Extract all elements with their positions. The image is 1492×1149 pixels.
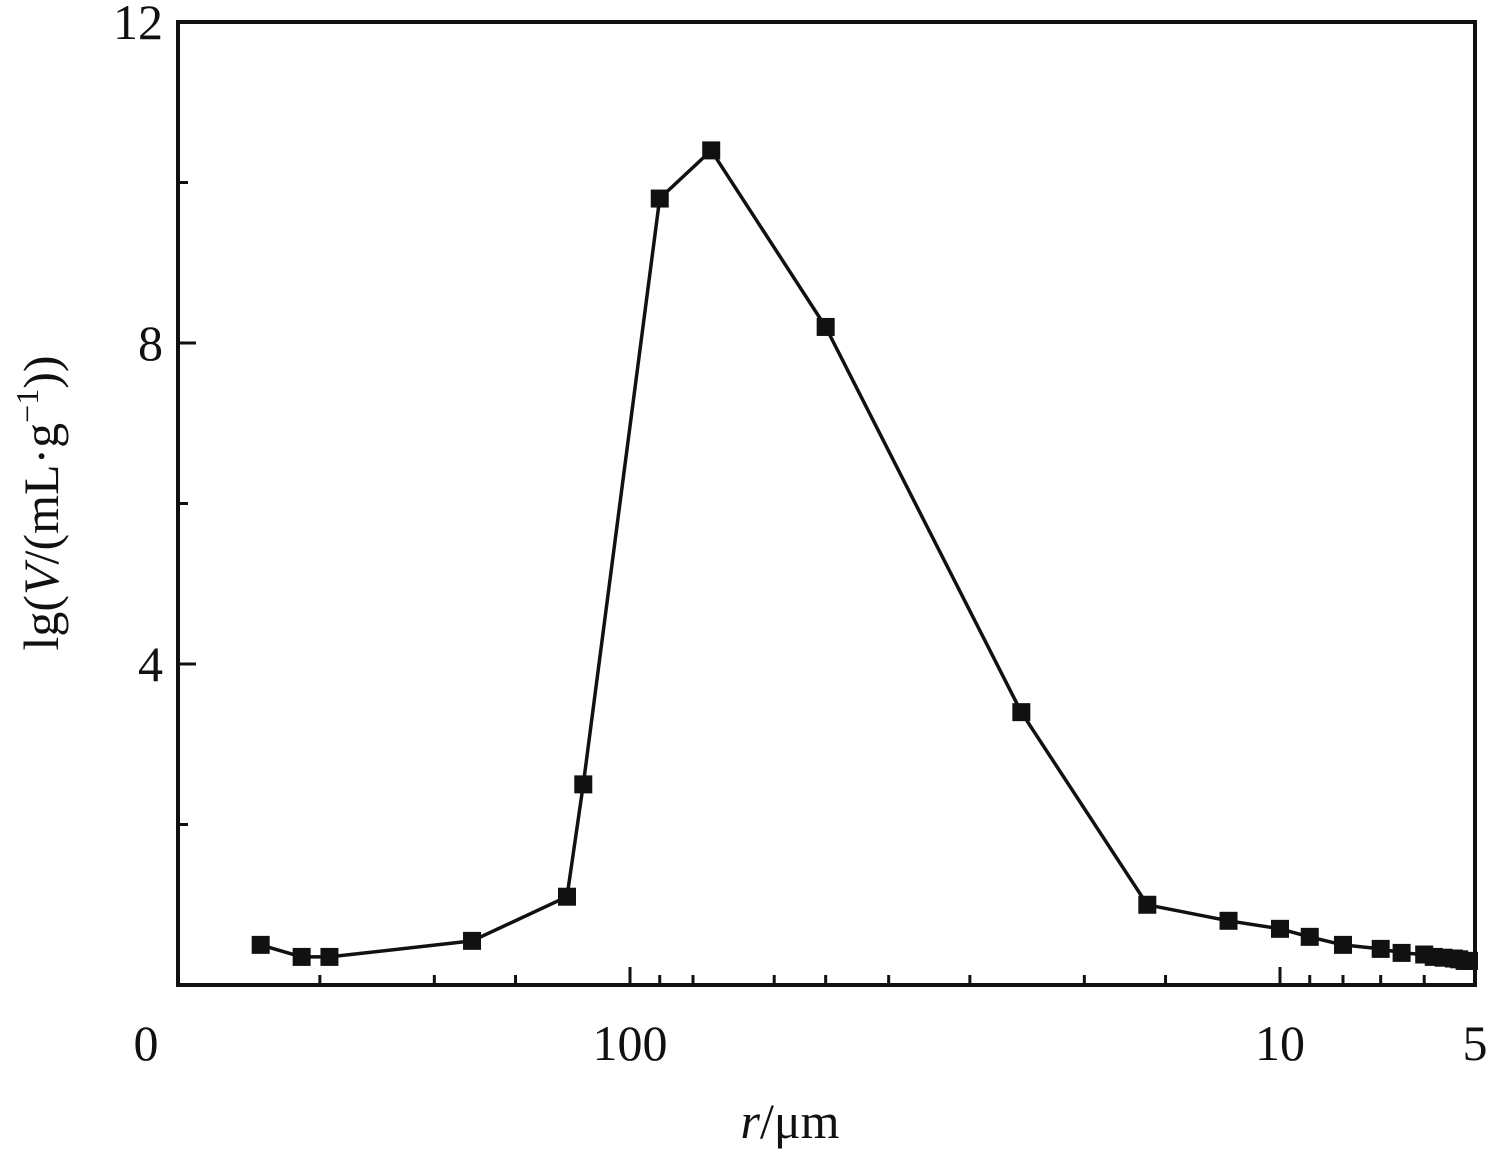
data-point	[1012, 703, 1031, 722]
plot-layer	[251, 141, 1478, 970]
data-point	[574, 775, 593, 794]
data-point	[1371, 939, 1390, 958]
data-point	[1271, 919, 1289, 938]
y-axis-title-post: ))	[13, 355, 69, 388]
data-point	[320, 947, 339, 966]
data-point	[1138, 895, 1157, 914]
data-point	[1219, 911, 1238, 930]
y-axis-title-pre: lg(	[13, 595, 69, 651]
data-point	[1300, 927, 1319, 946]
data-point	[816, 317, 835, 336]
x-axis-title-unit: /μm	[760, 1093, 840, 1149]
x-tick-label: 100	[593, 1015, 668, 1071]
y-tick-label: 8	[138, 315, 163, 371]
y-tick-label: 4	[138, 636, 163, 692]
data-point	[1333, 935, 1352, 954]
y-axis-title-var: V	[13, 559, 69, 595]
x-tick-label: 0	[134, 1015, 159, 1071]
data-point	[251, 935, 270, 954]
x-axis-title: r/μm	[740, 1093, 839, 1149]
data-point	[292, 947, 311, 966]
y-tick-label: 12	[113, 0, 163, 50]
data-point	[1392, 943, 1411, 962]
y-axis-title-sup: −1	[9, 389, 45, 423]
data-point	[650, 189, 669, 208]
axis-layer: 4 8 12 0 100 10 5	[113, 0, 1488, 1071]
data-point	[702, 141, 721, 160]
data-point	[463, 931, 482, 950]
x-axis-title-var: r	[740, 1093, 760, 1149]
plot-frame	[176, 20, 1477, 987]
data-point	[558, 887, 577, 906]
y-axis-title: lg(V/(mL·g−1))	[9, 355, 69, 650]
x-tick-label: 10	[1255, 1015, 1305, 1071]
x-tick-label: 5	[1463, 1015, 1488, 1071]
y-axis-title-mid: /(mL·g	[13, 423, 69, 565]
